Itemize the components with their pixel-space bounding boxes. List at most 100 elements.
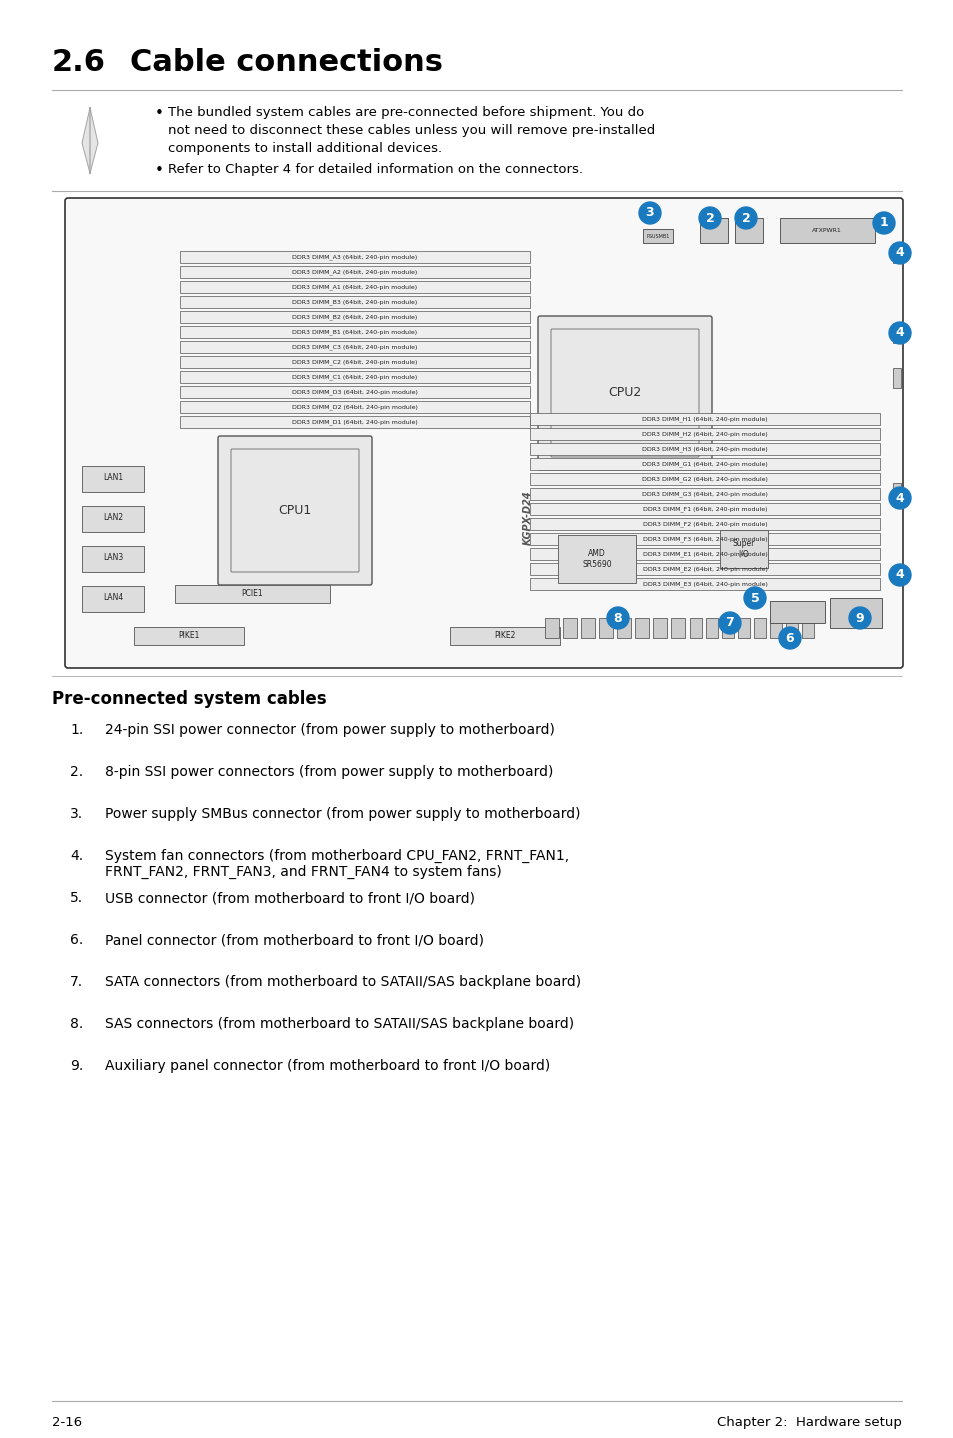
FancyBboxPatch shape [551, 329, 699, 457]
FancyBboxPatch shape [231, 449, 358, 572]
Text: DDR3 DIMM_A1 (64bit, 240-pin module): DDR3 DIMM_A1 (64bit, 240-pin module) [293, 285, 417, 290]
Circle shape [872, 211, 894, 234]
Bar [133, 627, 244, 646]
Bar [544, 618, 558, 638]
Bar [82, 506, 144, 532]
Text: 2-16: 2-16 [52, 1416, 82, 1429]
Bar [180, 280, 530, 293]
Bar [642, 229, 672, 243]
Bar [753, 618, 765, 638]
Text: Power supply SMBus connector (from power supply to motherboard): Power supply SMBus connector (from power… [105, 807, 579, 821]
Text: DDR3 DIMM_H1 (64bit, 240-pin module): DDR3 DIMM_H1 (64bit, 240-pin module) [641, 416, 767, 421]
Text: DDR3 DIMM_E1 (64bit, 240-pin module): DDR3 DIMM_E1 (64bit, 240-pin module) [642, 551, 766, 557]
Text: 9.: 9. [70, 1058, 83, 1073]
Text: 4: 4 [895, 492, 903, 505]
Bar [700, 219, 727, 243]
Text: Super
I/O: Super I/O [732, 539, 755, 559]
Text: The bundled system cables are pre-connected before shipment. You do
not need to : The bundled system cables are pre-connec… [168, 106, 655, 155]
Text: 7.: 7. [70, 975, 83, 989]
Text: 1.: 1. [70, 723, 83, 738]
Text: DDR3 DIMM_A3 (64bit, 240-pin module): DDR3 DIMM_A3 (64bit, 240-pin module) [292, 255, 417, 260]
Text: •: • [154, 106, 164, 121]
Text: 2: 2 [740, 211, 750, 224]
Bar [530, 473, 879, 485]
Text: 24-pin SSI power connector (from power supply to motherboard): 24-pin SSI power connector (from power s… [105, 723, 555, 738]
Circle shape [606, 607, 628, 628]
Bar [720, 531, 767, 568]
Bar [892, 324, 900, 344]
Bar [450, 627, 559, 646]
Text: 2.6: 2.6 [52, 47, 106, 78]
Text: AMD
SR5690: AMD SR5690 [581, 549, 611, 568]
Bar [82, 587, 144, 613]
Text: PIKE1: PIKE1 [178, 631, 199, 640]
Text: PSUSMB1: PSUSMB1 [645, 233, 669, 239]
Bar [180, 252, 530, 263]
Text: DDR3 DIMM_D3 (64bit, 240-pin module): DDR3 DIMM_D3 (64bit, 240-pin module) [292, 390, 417, 395]
Circle shape [639, 201, 660, 224]
Bar [530, 443, 879, 454]
Text: SAS connectors (from motherboard to SATAII/SAS backplane board): SAS connectors (from motherboard to SATA… [105, 1017, 574, 1031]
Text: 9: 9 [855, 611, 863, 624]
Text: DDR3 DIMM_D2 (64bit, 240-pin module): DDR3 DIMM_D2 (64bit, 240-pin module) [292, 404, 417, 410]
Text: DDR3 DIMM_H2 (64bit, 240-pin module): DDR3 DIMM_H2 (64bit, 240-pin module) [641, 431, 767, 437]
Text: 8.: 8. [70, 1017, 83, 1031]
Bar [801, 618, 813, 638]
Bar [180, 357, 530, 368]
Bar [769, 601, 824, 623]
Text: DDR3 DIMM_B2 (64bit, 240-pin module): DDR3 DIMM_B2 (64bit, 240-pin module) [292, 313, 417, 319]
Bar [530, 503, 879, 515]
Bar [892, 243, 900, 263]
Text: Auxiliary panel connector (from motherboard to front I/O board): Auxiliary panel connector (from motherbo… [105, 1058, 550, 1073]
Text: SATA connectors (from motherboard to SATAII/SAS backplane board): SATA connectors (from motherboard to SAT… [105, 975, 580, 989]
Text: DDR3 DIMM_F2 (64bit, 240-pin module): DDR3 DIMM_F2 (64bit, 240-pin module) [642, 521, 766, 526]
Text: CPU1: CPU1 [278, 503, 312, 518]
Circle shape [699, 207, 720, 229]
Bar [892, 483, 900, 503]
Text: 5.: 5. [70, 892, 83, 905]
Bar [562, 618, 577, 638]
Text: DDR3 DIMM_F1 (64bit, 240-pin module): DDR3 DIMM_F1 (64bit, 240-pin module) [642, 506, 766, 512]
Circle shape [888, 242, 910, 265]
Bar [530, 578, 879, 590]
Text: DDR3 DIMM_E3 (64bit, 240-pin module): DDR3 DIMM_E3 (64bit, 240-pin module) [642, 581, 766, 587]
FancyBboxPatch shape [537, 316, 711, 470]
Bar [180, 326, 530, 338]
Text: 3: 3 [645, 207, 654, 220]
Circle shape [888, 564, 910, 587]
Bar [174, 585, 330, 603]
Text: DDR3 DIMM_G2 (64bit, 240-pin module): DDR3 DIMM_G2 (64bit, 240-pin module) [641, 476, 767, 482]
Text: DDR3 DIMM_C2 (64bit, 240-pin module): DDR3 DIMM_C2 (64bit, 240-pin module) [292, 360, 417, 365]
Text: DDR3 DIMM_A2 (64bit, 240-pin module): DDR3 DIMM_A2 (64bit, 240-pin module) [292, 269, 417, 275]
Bar [530, 518, 879, 531]
Text: PCIE1: PCIE1 [241, 590, 262, 598]
Text: 6.: 6. [70, 933, 83, 948]
Bar [530, 533, 879, 545]
Text: DDR3 DIMM_H3 (64bit, 240-pin module): DDR3 DIMM_H3 (64bit, 240-pin module) [641, 446, 767, 452]
Text: 6: 6 [785, 631, 794, 644]
Bar [769, 618, 781, 638]
Text: Cable connections: Cable connections [130, 47, 442, 78]
Bar [180, 416, 530, 429]
Text: 5: 5 [750, 591, 759, 604]
Text: 3.: 3. [70, 807, 83, 821]
Bar [180, 311, 530, 324]
Text: Panel connector (from motherboard to front I/O board): Panel connector (from motherboard to fro… [105, 933, 483, 948]
Bar [829, 598, 882, 628]
Text: 8: 8 [613, 611, 621, 624]
Bar [530, 487, 879, 500]
Bar [785, 618, 797, 638]
Bar [530, 413, 879, 426]
Bar [180, 341, 530, 352]
Circle shape [888, 322, 910, 344]
Bar [558, 535, 636, 582]
Text: LAN4: LAN4 [103, 594, 123, 603]
Text: 4.: 4. [70, 848, 83, 863]
Bar [580, 618, 595, 638]
Bar [670, 618, 684, 638]
Text: 4: 4 [895, 246, 903, 259]
Bar [180, 266, 530, 278]
Text: KGPX-D24: KGPX-D24 [522, 490, 533, 545]
Bar [180, 401, 530, 413]
Text: 2.: 2. [70, 765, 83, 779]
